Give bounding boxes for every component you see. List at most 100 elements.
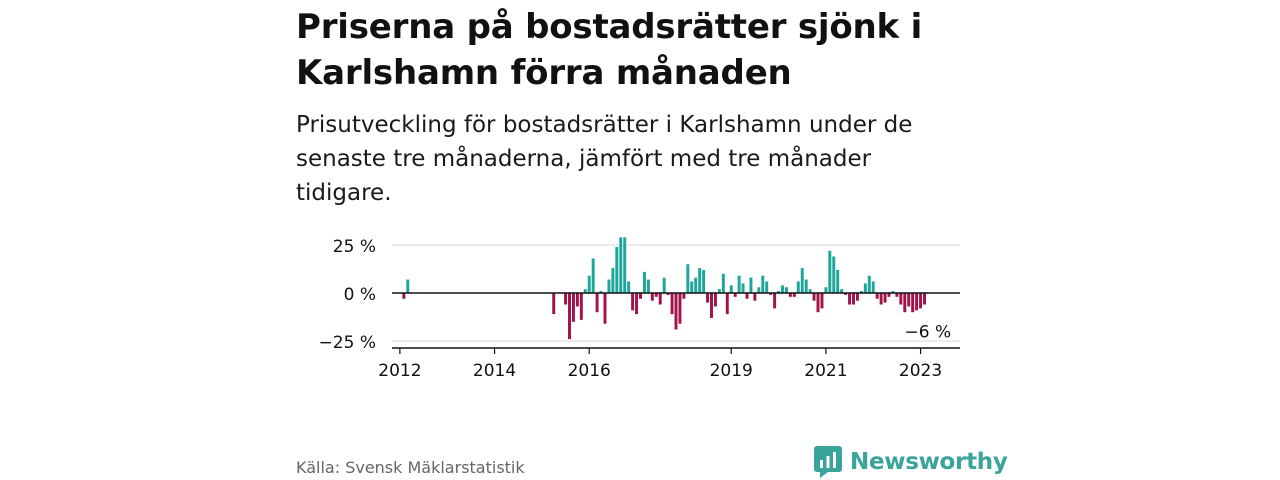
bar — [646, 279, 650, 293]
bar — [733, 293, 737, 297]
bar — [887, 293, 891, 297]
bar — [855, 293, 859, 301]
bar — [631, 293, 635, 311]
bar — [575, 293, 579, 307]
last-value-label: −6 % — [905, 323, 952, 343]
bar — [729, 285, 733, 293]
bar — [891, 291, 895, 293]
bar — [607, 279, 611, 293]
bar — [682, 293, 686, 299]
bar — [568, 293, 571, 340]
bar — [674, 293, 678, 330]
brand-name: Newsworthy — [850, 449, 1008, 475]
bar — [852, 293, 855, 305]
bar — [591, 258, 595, 293]
bar — [816, 293, 820, 313]
chart-subtitle: Prisutveckling för bostadsrätter i Karls… — [296, 112, 913, 206]
bar — [777, 291, 781, 293]
bar — [717, 289, 721, 293]
bar — [800, 268, 804, 293]
x-tick-label: 2023 — [899, 361, 942, 381]
bar — [725, 293, 729, 315]
bar — [784, 287, 788, 293]
bar — [879, 293, 883, 305]
y-tick-label: 0 % — [344, 285, 376, 305]
x-tick-label: 2012 — [378, 361, 421, 381]
bar — [781, 285, 784, 293]
bar — [571, 293, 575, 322]
bar — [757, 287, 761, 293]
x-tick-label: 2016 — [568, 361, 611, 381]
bar — [911, 293, 915, 313]
bar — [635, 293, 639, 315]
bar — [583, 289, 587, 293]
bar — [678, 293, 682, 324]
bar — [642, 271, 646, 293]
bar — [690, 281, 694, 293]
bar — [694, 277, 698, 293]
bar — [863, 283, 867, 293]
bar — [603, 293, 607, 324]
bar — [820, 293, 824, 309]
bar — [773, 293, 777, 309]
bar — [844, 293, 848, 295]
bar — [702, 269, 706, 293]
bar — [761, 275, 765, 293]
bar — [639, 293, 642, 299]
x-tick-label: 2014 — [473, 361, 516, 381]
bar — [666, 293, 670, 295]
bar — [706, 293, 710, 303]
bar — [836, 269, 840, 293]
bar — [753, 293, 757, 301]
bar — [741, 283, 745, 293]
bar — [765, 281, 769, 293]
bar — [824, 287, 828, 293]
y-tick-label: 25 % — [333, 237, 376, 257]
bar — [552, 293, 556, 315]
bar — [406, 279, 410, 293]
x-tick-label: 2019 — [710, 361, 753, 381]
chart-card: Priserna på bostadsrätter sjönk i Karlsh… — [296, 0, 1008, 480]
chart-title: Priserna på bostadsrätter sjönk i Karlsh… — [296, 7, 923, 93]
bar — [745, 293, 749, 299]
x-tick-label: 2021 — [804, 361, 847, 381]
bar — [650, 293, 654, 301]
bar — [808, 289, 812, 293]
bar — [587, 275, 591, 293]
bar — [670, 293, 674, 315]
newsworthy-logo: Newsworthy — [814, 446, 1008, 478]
bar — [619, 237, 623, 293]
bar — [769, 293, 773, 295]
bar — [579, 293, 583, 320]
bar — [828, 250, 832, 293]
bar — [883, 293, 887, 303]
bar — [662, 277, 666, 293]
bar — [623, 237, 627, 293]
newsworthy-logo-icon — [814, 446, 842, 478]
bar — [698, 268, 702, 293]
bar — [899, 293, 903, 305]
bar — [627, 281, 631, 293]
bar — [402, 293, 406, 299]
y-tick-label: −25 % — [319, 333, 376, 353]
bar — [686, 264, 690, 293]
bar — [867, 275, 871, 293]
bar — [840, 289, 844, 293]
bar — [832, 256, 836, 293]
bar — [710, 293, 713, 318]
bar — [812, 293, 816, 301]
bar — [615, 246, 619, 293]
bar — [923, 293, 926, 305]
bar — [611, 268, 615, 293]
bar — [907, 293, 911, 307]
source-note: Källa: Svensk Mäklarstatistik — [296, 458, 525, 477]
bar — [658, 293, 662, 305]
bar — [737, 275, 741, 293]
bar — [721, 273, 725, 293]
bar — [788, 293, 792, 297]
bar — [749, 277, 753, 293]
bar-chart: 25 % 0 % −25 %2012 2014 2016 2019 2021 2023 −6 % — [319, 237, 960, 381]
bar — [713, 293, 717, 307]
bar — [871, 281, 875, 293]
bar — [796, 281, 800, 293]
